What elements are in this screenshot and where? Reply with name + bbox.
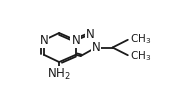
Text: N: N — [40, 34, 48, 47]
Text: CH$_3$: CH$_3$ — [130, 49, 151, 63]
Text: NH$_2$: NH$_2$ — [47, 67, 71, 82]
Text: N: N — [71, 34, 80, 47]
Text: N: N — [91, 41, 100, 54]
Text: N: N — [86, 28, 95, 41]
Text: CH$_3$: CH$_3$ — [130, 32, 151, 46]
